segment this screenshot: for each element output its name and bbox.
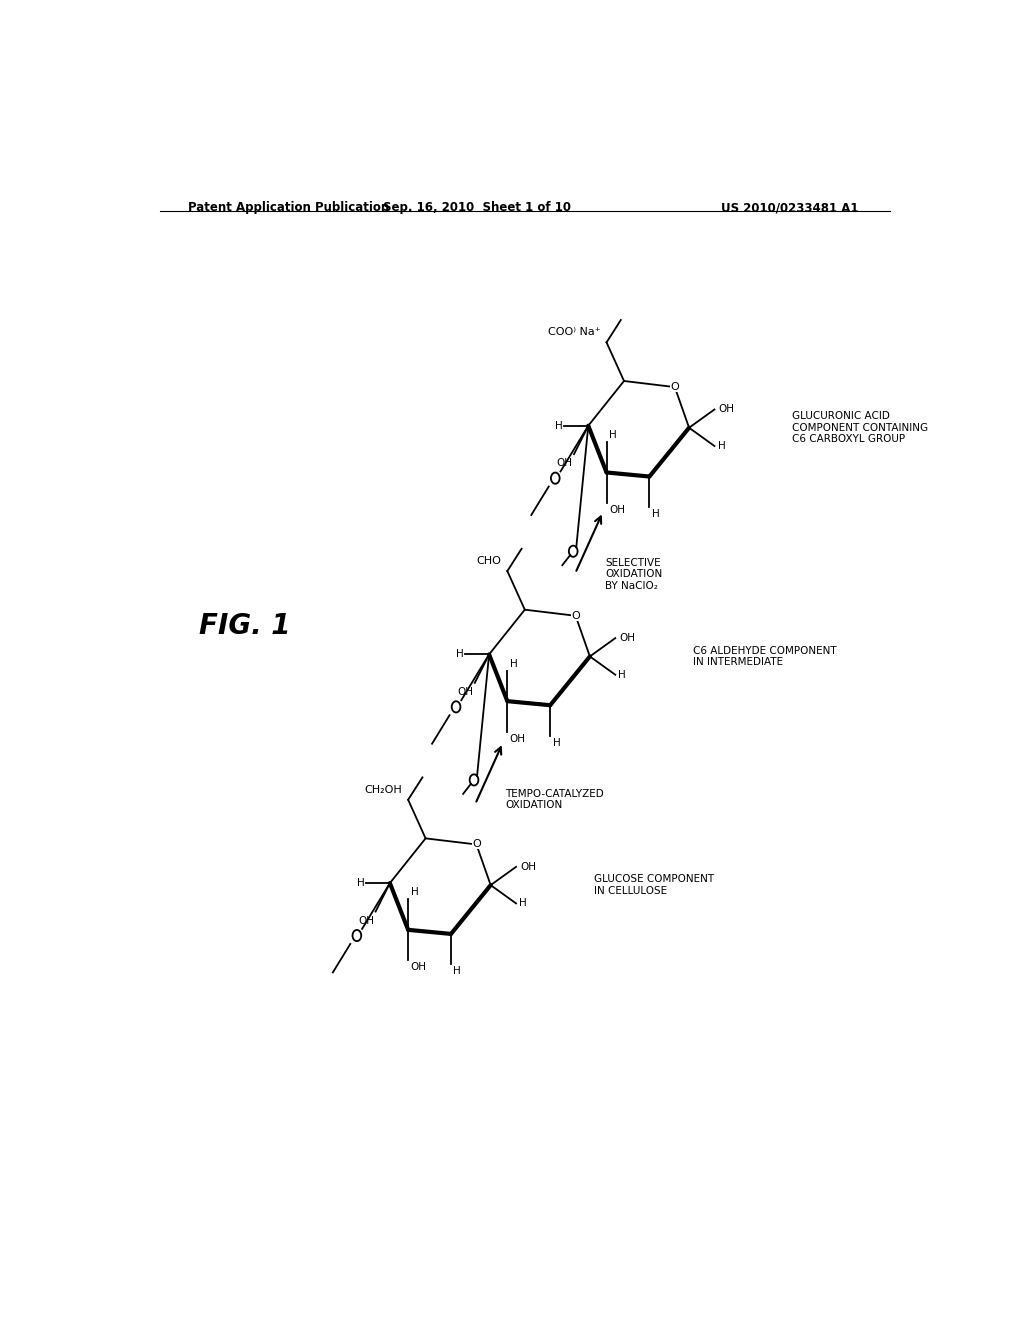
Text: TEMPO-CATALYZED
OXIDATION: TEMPO-CATALYZED OXIDATION (505, 788, 604, 810)
Text: H: H (519, 899, 527, 908)
Text: OH: OH (609, 506, 625, 515)
Text: OH: OH (556, 458, 572, 469)
Text: GLUCURONIC ACID
COMPONENT CONTAINING
C6 CARBOXYL GROUP: GLUCURONIC ACID COMPONENT CONTAINING C6 … (793, 411, 929, 445)
Text: Patent Application Publication: Patent Application Publication (187, 201, 389, 214)
Text: COO⁾ Na⁺: COO⁾ Na⁺ (548, 327, 600, 338)
Text: H: H (718, 441, 725, 451)
Text: H: H (555, 421, 563, 430)
Text: CH₂OH: CH₂OH (365, 784, 401, 795)
Text: CHO: CHO (476, 556, 501, 566)
Text: O: O (671, 381, 679, 392)
Text: OH: OH (719, 404, 734, 414)
Text: SELECTIVE
OXIDATION
BY NaClO₂: SELECTIVE OXIDATION BY NaClO₂ (605, 558, 663, 591)
Text: Sep. 16, 2010  Sheet 1 of 10: Sep. 16, 2010 Sheet 1 of 10 (383, 201, 571, 214)
Text: O: O (571, 611, 580, 620)
Text: OH: OH (510, 734, 525, 743)
Text: GLUCOSE COMPONENT
IN CELLULOSE: GLUCOSE COMPONENT IN CELLULOSE (594, 874, 714, 896)
Text: H: H (609, 430, 616, 440)
Text: H: H (456, 649, 464, 660)
Text: H: H (618, 669, 627, 680)
Text: OH: OH (411, 962, 427, 973)
Text: H: H (553, 738, 560, 747)
Text: OH: OH (358, 916, 374, 925)
Text: H: H (356, 878, 365, 888)
Text: H: H (510, 659, 517, 669)
Text: OH: OH (457, 686, 473, 697)
Text: O: O (472, 840, 480, 850)
Text: US 2010/0233481 A1: US 2010/0233481 A1 (721, 201, 858, 214)
Text: H: H (652, 510, 659, 519)
Text: FIG. 1: FIG. 1 (200, 612, 291, 640)
Text: OH: OH (620, 634, 635, 643)
Text: H: H (454, 966, 461, 977)
Text: C6 ALDEHYDE COMPONENT
IN INTERMEDIATE: C6 ALDEHYDE COMPONENT IN INTERMEDIATE (693, 645, 837, 667)
Text: H: H (411, 887, 418, 898)
Text: OH: OH (520, 862, 536, 871)
